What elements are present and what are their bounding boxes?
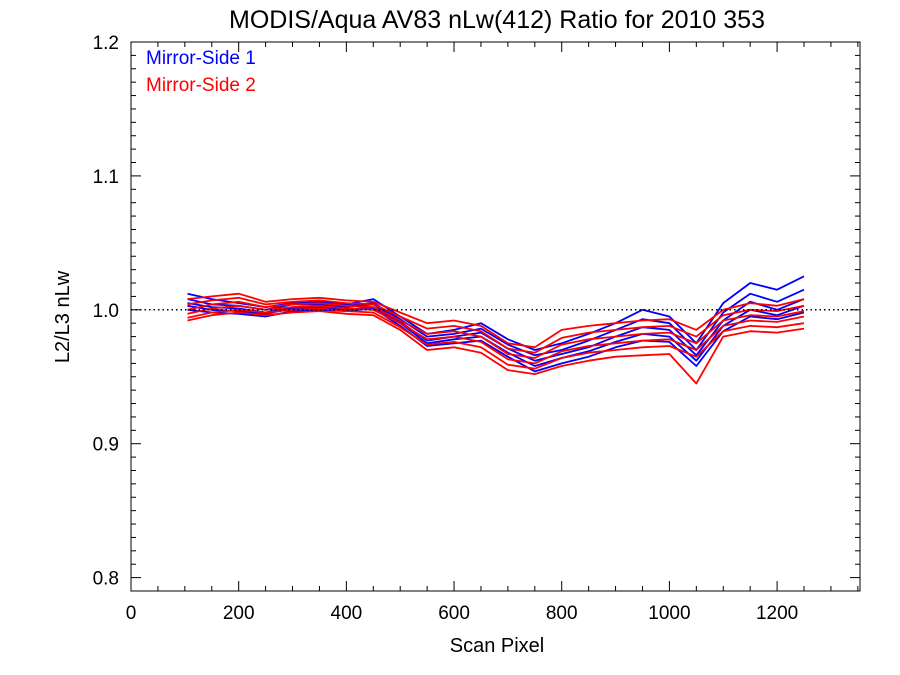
series-2-line-1 <box>187 292 805 349</box>
series-1-line-5 <box>187 307 805 373</box>
series-2-line-4 <box>187 304 805 365</box>
legend-entry-2: Mirror-Side 2 <box>146 75 256 96</box>
x-tick-label: 400 <box>331 603 363 624</box>
x-axis-label: Scan Pixel <box>450 635 545 657</box>
legend: Mirror-Side 1 Mirror-Side 2 <box>146 48 256 96</box>
x-tick-label: 200 <box>223 603 255 624</box>
plot-lines <box>187 275 805 385</box>
chart-title: MODIS/Aqua AV83 nLw(412) Ratio for 2010 … <box>229 6 765 34</box>
series-2-line-6 <box>187 310 805 385</box>
x-tick-label: 1000 <box>648 603 690 624</box>
x-tick-label: 1200 <box>756 603 798 624</box>
legend-entry-1: Mirror-Side 1 <box>146 48 256 69</box>
y-axis-label: L2/L3 nLw <box>52 270 74 363</box>
series-2-line-3 <box>187 300 805 359</box>
x-tick-label: 0 <box>126 603 137 624</box>
axis-ticks <box>130 41 860 591</box>
y-tick-label: 1.1 <box>93 167 119 188</box>
x-tick-label: 800 <box>546 603 578 624</box>
y-tick-label: 1.0 <box>93 301 119 322</box>
x-tick-label: 600 <box>438 603 470 624</box>
tick-labels: 0 200 400 600 800 1000 1200 0.8 0.9 1.0 1.1 1.2 <box>93 33 799 624</box>
series-1-line-1 <box>187 275 805 351</box>
plot-frame <box>130 41 861 592</box>
y-tick-label: 0.9 <box>93 435 119 456</box>
series-2-line-2 <box>187 296 805 354</box>
y-tick-label: 1.2 <box>93 33 119 54</box>
y-tick-label: 0.8 <box>93 569 119 590</box>
series-2-line-5 <box>187 307 805 370</box>
